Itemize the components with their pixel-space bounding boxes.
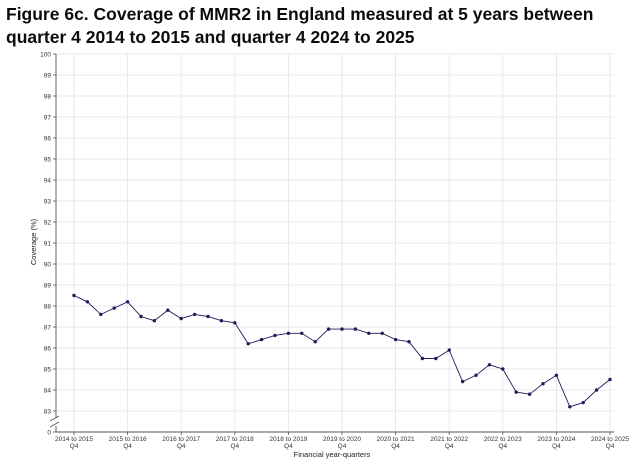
x-tick-label: 2021 to 2022	[430, 436, 468, 443]
data-point[interactable]	[514, 390, 518, 394]
data-point[interactable]	[594, 388, 599, 392]
x-tick-label: 2020 to 2021	[377, 436, 415, 443]
data-point[interactable]	[541, 382, 545, 386]
y-tick-label: 90	[44, 261, 52, 268]
data-point[interactable]	[501, 367, 505, 371]
y-tick-label: 93	[44, 198, 52, 205]
chart-title: Figure 6c. Coverage of MMR2 in England m…	[6, 4, 594, 47]
data-point[interactable]	[206, 314, 210, 319]
y-tick-label: 95	[44, 156, 52, 163]
data-point[interactable]	[112, 306, 116, 310]
x-tick-label-quarter: Q4	[70, 443, 79, 450]
data-point[interactable]	[219, 319, 224, 323]
data-point[interactable]	[259, 337, 264, 342]
data-series	[72, 293, 612, 409]
y-tick-label: 86	[44, 345, 52, 352]
axis-break-icon	[49, 415, 61, 428]
x-tick-label-quarter: Q4	[177, 443, 186, 450]
data-point[interactable]	[380, 331, 384, 335]
x-tick-label: 2014 to 2015	[55, 436, 93, 443]
y-tick-label: 0	[47, 429, 51, 436]
x-tick-label-quarter: Q4	[445, 443, 454, 450]
data-point[interactable]	[367, 331, 371, 335]
x-tick-label: 2018 to 2019	[269, 436, 307, 443]
x-tick-label-quarter: Q4	[123, 443, 132, 450]
x-tick-label-quarter: Q4	[338, 443, 347, 450]
data-point[interactable]	[487, 363, 492, 367]
y-tick-label: 89	[44, 282, 52, 289]
y-tick-label: 98	[44, 93, 52, 100]
data-point[interactable]	[527, 392, 532, 396]
data-point[interactable]	[246, 342, 250, 346]
data-point[interactable]	[554, 373, 559, 377]
x-tick-label-quarter: Q4	[606, 443, 615, 450]
data-point[interactable]	[393, 337, 398, 342]
data-point[interactable]	[286, 331, 291, 335]
x-tick-label-quarter: Q4	[230, 443, 239, 450]
y-axis-title: Coverage (%)	[29, 218, 38, 265]
y-tick-label: 92	[44, 219, 52, 226]
y-tick-label: 84	[44, 387, 52, 394]
y-tick-label: 100	[40, 51, 51, 58]
x-tick-label-quarter: Q4	[552, 443, 561, 450]
data-point[interactable]	[152, 319, 157, 323]
x-tick-label: 2017 to 2018	[216, 436, 254, 443]
x-tick-label-quarter: Q4	[391, 443, 400, 450]
data-point[interactable]	[340, 327, 344, 331]
x-tick-label: 2024 to 2025	[591, 436, 629, 443]
x-tick-label: 2023 to 2024	[537, 436, 575, 443]
data-point[interactable]	[233, 321, 237, 325]
data-point[interactable]	[568, 405, 572, 409]
data-point[interactable]	[608, 377, 612, 382]
y-tick-label: 87	[44, 324, 52, 331]
y-tick-label: 94	[44, 177, 52, 184]
data-point[interactable]	[72, 293, 76, 298]
data-point[interactable]	[166, 308, 170, 312]
x-tick-label-quarter: Q4	[498, 443, 507, 450]
data-point[interactable]	[420, 356, 425, 361]
data-point[interactable]	[326, 327, 331, 331]
data-point[interactable]	[179, 316, 183, 321]
x-tick-label: 2022 to 2023	[484, 436, 522, 443]
data-point[interactable]	[474, 373, 478, 377]
x-axis-title: Financial year-quarters	[294, 450, 371, 459]
data-point[interactable]	[313, 340, 317, 344]
data-point[interactable]	[460, 379, 465, 384]
data-point[interactable]	[300, 331, 304, 335]
y-tick-label: 97	[44, 114, 52, 121]
data-point[interactable]	[447, 348, 451, 352]
data-point[interactable]	[192, 312, 197, 317]
y-tick-label: 83	[44, 408, 52, 415]
y-tick-label: 88	[44, 303, 52, 310]
x-tick-label: 2015 to 2016	[109, 436, 147, 443]
y-tick-label: 96	[44, 135, 52, 142]
data-point[interactable]	[581, 400, 585, 405]
y-tick-label: 99	[44, 72, 52, 79]
y-tick-label: 85	[44, 366, 52, 373]
data-point[interactable]	[139, 314, 143, 319]
data-point[interactable]	[407, 340, 411, 344]
y-tick-label: 91	[44, 240, 52, 247]
data-point[interactable]	[273, 333, 277, 338]
grid-lines	[56, 53, 614, 432]
y-axis: 0 83 84 85 86 87 88 89 90 91 92 93 94 95 96 97 98 99 100	[40, 51, 61, 436]
data-point[interactable]	[85, 300, 90, 304]
x-tick-label: 2016 to 2017	[162, 436, 200, 443]
x-tick-label-quarter: Q4	[284, 443, 293, 450]
x-tick-label: 2019 to 2020	[323, 436, 361, 443]
data-point[interactable]	[353, 327, 358, 331]
data-point[interactable]	[99, 312, 103, 317]
data-point[interactable]	[434, 356, 438, 361]
data-point[interactable]	[125, 300, 130, 304]
